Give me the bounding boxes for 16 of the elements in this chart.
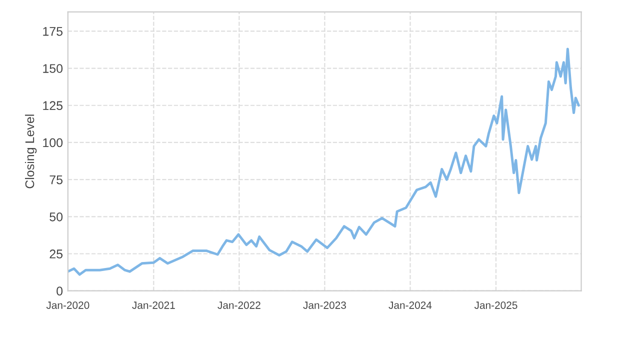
y-tick-label: 175	[43, 27, 63, 36]
y-tick-label: 100	[43, 138, 63, 148]
line-series	[68, 48, 580, 276]
x-tick-label: Jan-2021	[132, 302, 175, 309]
x-tick-label: Jan-2025	[474, 302, 518, 309]
y-tick-label: 0	[56, 286, 63, 296]
x-tick-label: Jan-2023	[303, 302, 346, 309]
x-tick-label: Jan-2020	[46, 302, 90, 309]
y-axis-title: Closing Level	[24, 114, 37, 188]
y-tick-label: 75	[50, 175, 63, 184]
x-tick-label: Jan-2024	[388, 302, 432, 309]
y-tick-label: 125	[43, 101, 63, 110]
y-tick-label: 25	[50, 250, 63, 258]
x-tick-label: Jan-2022	[218, 302, 260, 309]
y-tick-label: 50	[50, 212, 63, 222]
y-tick-label: 150	[43, 64, 63, 73]
